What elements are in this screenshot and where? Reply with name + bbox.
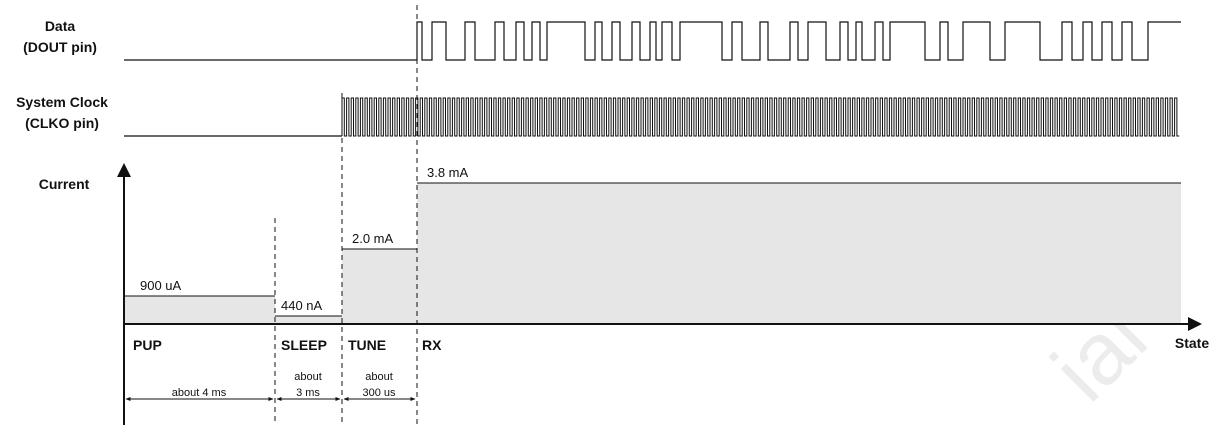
tune-current-fill xyxy=(342,249,417,324)
clock-signal-pin: (CLKO pin) xyxy=(25,115,99,131)
data-signal-label: Data xyxy=(45,18,76,34)
clock-waveform xyxy=(341,97,1180,137)
sleep-current-value: 440 nA xyxy=(281,298,323,313)
current-step-lines xyxy=(124,182,1181,317)
sleep-duration-line1: about xyxy=(294,371,322,383)
state-rx: RX xyxy=(422,337,442,353)
data-signal-pin: (DOUT pin) xyxy=(23,39,97,55)
rx-current-value: 3.8 mA xyxy=(427,165,469,180)
sleep-current-fill xyxy=(275,316,342,324)
pup-current-fill xyxy=(124,296,275,324)
sleep-duration-line2: 3 ms xyxy=(296,387,320,399)
state-sleep: SLEEP xyxy=(281,337,327,353)
current-axis-label: Current xyxy=(39,176,90,192)
state-pup: PUP xyxy=(133,337,162,353)
state-axis-label: State xyxy=(1175,335,1209,351)
pup-current-value: 900 uA xyxy=(140,278,182,293)
pup-duration: about 4 ms xyxy=(172,387,227,399)
tune-duration-line2: 300 us xyxy=(362,387,396,399)
state-tune: TUNE xyxy=(348,337,386,353)
clock-signal-label: System Clock xyxy=(16,94,108,110)
tune-current-value: 2.0 mA xyxy=(352,231,394,246)
state-boundaries xyxy=(274,5,418,425)
data-waveform xyxy=(124,21,1181,61)
rx-current-fill xyxy=(417,183,1181,324)
tune-duration-line1: about xyxy=(365,371,393,383)
